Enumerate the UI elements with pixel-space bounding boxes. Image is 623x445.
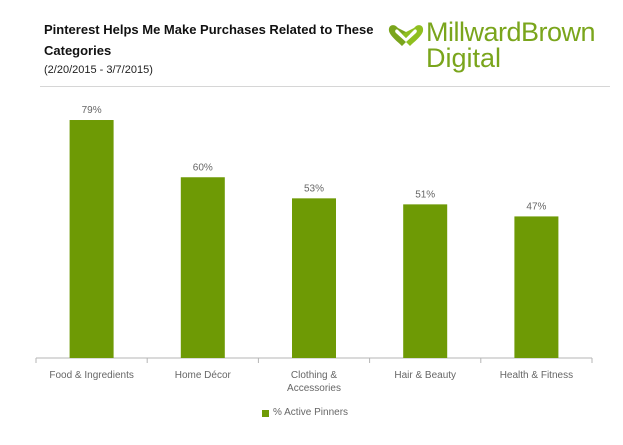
category-label: Hair & Beauty	[394, 370, 456, 381]
data-label: 79%	[82, 105, 102, 116]
category-label: Food & Ingredients	[49, 370, 134, 381]
category-label: Clothing &	[291, 370, 337, 381]
category-label: Home Décor	[175, 370, 232, 381]
header-divider	[40, 86, 610, 87]
bar	[69, 120, 114, 358]
data-label: 47%	[526, 201, 546, 212]
bar	[292, 198, 336, 358]
data-label: 60%	[193, 162, 213, 173]
data-label: 51%	[415, 189, 435, 200]
logo-brand-text: MillwardBrown	[426, 17, 596, 47]
legend-swatch	[262, 410, 269, 417]
legend-label: % Active Pinners	[273, 407, 349, 418]
chart-title: Pinterest Helps Me Make Purchases Relate…	[44, 22, 374, 58]
date-range: (2/20/2015 - 3/7/2015)	[44, 64, 153, 76]
bar-chart: 79% Food & Ingredients 60% Home Décor 53% Clo…	[35, 105, 593, 394]
bar	[514, 216, 559, 358]
heart-link-icon	[388, 25, 424, 46]
bar	[403, 204, 448, 358]
category-label: Health & Fitness	[500, 370, 573, 381]
data-label: 53%	[304, 183, 324, 194]
category-label: Accessories	[287, 383, 341, 394]
millward-brown-logo: MillwardBrown Digital	[388, 14, 613, 72]
logo-sub-text: Digital	[426, 43, 502, 73]
bar	[180, 177, 225, 358]
